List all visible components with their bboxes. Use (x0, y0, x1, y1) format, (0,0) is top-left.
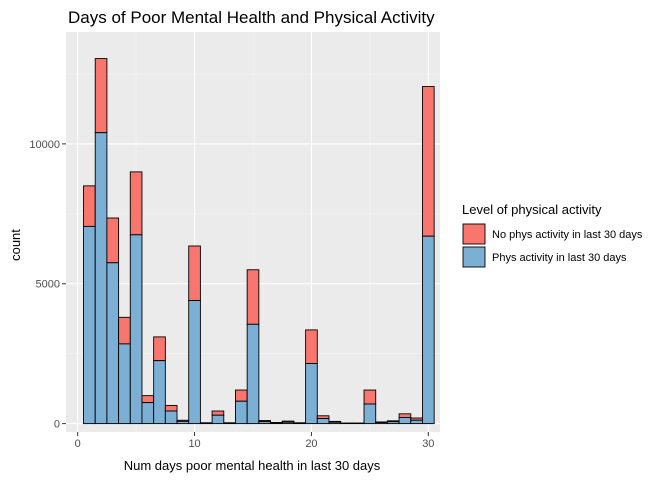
bar-no-activity (141, 395, 155, 404)
bar-no-activity (94, 58, 108, 134)
y-axis-ticks: 0 5000 10000 (29, 139, 66, 431)
bar-no-activity (235, 389, 248, 402)
bar-activity (141, 402, 155, 425)
bar-activity (410, 419, 423, 425)
bar-activity (422, 235, 435, 425)
y-tick-label: 5000 (36, 279, 60, 291)
bar-activity (94, 132, 108, 425)
bar-activity (211, 414, 225, 425)
legend-label-no-activity: No phys activity in last 30 days (492, 229, 643, 241)
bar-no-activity (188, 245, 201, 301)
bar-activity (235, 400, 248, 425)
bar-activity (188, 300, 201, 425)
legend: Level of physical activity No phys activ… (462, 202, 643, 268)
x-tick-label: 20 (305, 438, 317, 450)
bar-activity (223, 422, 236, 425)
y-axis-title: count (8, 229, 23, 261)
bar-no-activity (118, 316, 131, 345)
bar-activity (258, 421, 271, 425)
bar-activity (164, 410, 178, 425)
y-tick-label: 10000 (29, 139, 60, 151)
bar-activity (375, 422, 388, 425)
x-tick-label: 10 (188, 438, 200, 450)
x-tick-label: 0 (75, 438, 81, 450)
bar-activity (199, 422, 213, 425)
bar-no-activity (246, 269, 260, 325)
legend-label-activity: Phys activity in last 30 days (492, 252, 627, 264)
bar-activity (363, 403, 377, 425)
bar-no-activity (106, 217, 120, 264)
bar-no-activity (211, 410, 225, 416)
bar-no-activity (422, 86, 435, 237)
y-tick-label: 0 (54, 419, 60, 431)
bar-no-activity (363, 389, 377, 405)
x-axis-ticks: 0 10 20 30 (75, 432, 434, 450)
bar-activity (106, 262, 120, 425)
bar-activity (118, 343, 131, 425)
bar-no-activity (305, 329, 318, 364)
bar-no-activity (129, 171, 143, 236)
bar-activity (293, 422, 307, 425)
chart-title: Days of Poor Mental Health and Physical … (68, 8, 435, 27)
bar-activity (386, 421, 400, 425)
bar-activity (398, 417, 412, 425)
bar-activity (316, 418, 330, 425)
x-axis-title: Num days poor mental health in last 30 d… (124, 458, 381, 473)
bar-no-activity (153, 336, 166, 362)
bar-activity (305, 363, 318, 425)
bar-activity (246, 323, 260, 425)
x-tick-label: 30 (422, 438, 434, 450)
bar-activity (176, 420, 190, 425)
bar-no-activity (164, 404, 178, 412)
bar-activity (328, 421, 342, 425)
bar-activity (270, 422, 283, 425)
bar-no-activity (398, 413, 412, 418)
legend-swatch-activity (462, 246, 486, 268)
bar-activity (153, 360, 166, 425)
bar-activity (281, 421, 295, 425)
bar-activity (129, 234, 143, 425)
legend-swatch-no-activity (462, 223, 486, 245)
bar-no-activity (83, 185, 96, 227)
bar-activity (83, 225, 96, 425)
legend-title: Level of physical activity (462, 202, 602, 217)
bars (83, 58, 435, 425)
